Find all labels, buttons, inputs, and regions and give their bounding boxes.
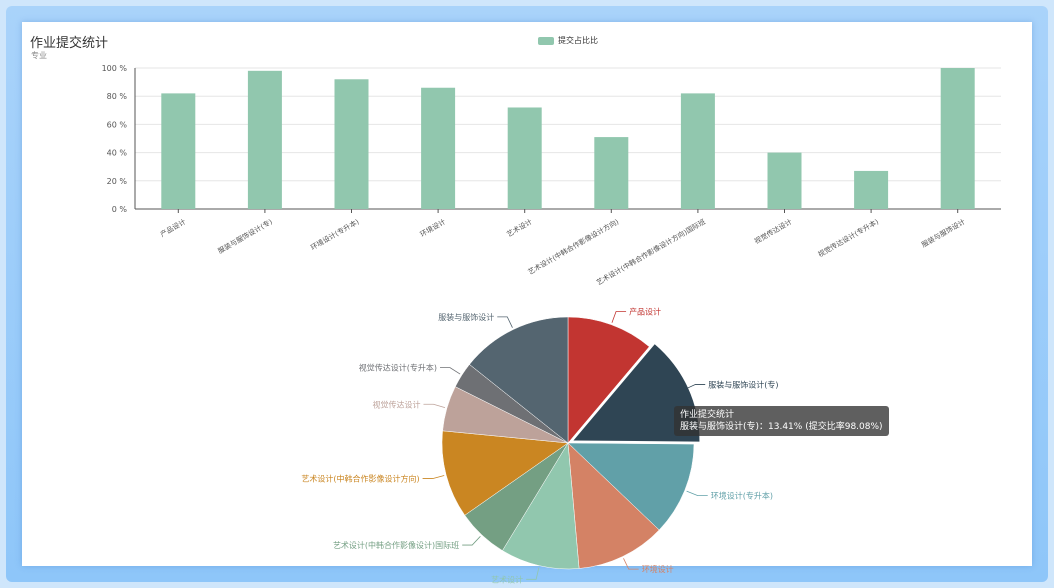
pie-label: 视觉传达设计	[372, 399, 420, 409]
pie-label: 产品设计	[629, 307, 661, 317]
pie-slice[interactable]	[502, 442, 580, 570]
y-tick-label: 20 %	[107, 177, 128, 186]
pie-label-line	[423, 403, 446, 408]
pie-label: 环境设计(专升本)	[711, 491, 773, 501]
bar[interactable]	[594, 137, 629, 209]
bar[interactable]	[680, 93, 715, 209]
pie-slice[interactable]	[573, 344, 700, 442]
pie-label: 环境设计	[642, 564, 674, 574]
bar[interactable]	[767, 152, 802, 209]
pie-label: 艺术设计(中韩合作影像设计)国际班	[333, 540, 459, 550]
pie-tooltip: 作业提交统计 服装与服饰设计(专)：13.41% (提交比率98.08%)	[674, 406, 889, 436]
legend-swatch	[538, 36, 554, 45]
pie-label-line	[684, 384, 706, 390]
pie-slice[interactable]	[567, 442, 660, 569]
pie-label: 服装与服饰设计(专)	[708, 380, 778, 390]
y-tick-label: 60 %	[107, 120, 128, 129]
pie-label-line	[611, 311, 627, 323]
pie-label-line	[526, 567, 540, 580]
page-title: 作业提交统计	[30, 36, 109, 51]
y-tick-label: 40 %	[107, 149, 128, 158]
y-tick-label: 0 %	[112, 205, 128, 214]
pie-label-line	[497, 316, 513, 328]
pie-label: 艺术设计	[491, 574, 523, 584]
pie-label-line	[623, 558, 639, 570]
pie-label-line	[422, 475, 445, 479]
pie-slice[interactable]	[441, 430, 569, 516]
bar[interactable]	[334, 79, 369, 209]
bar[interactable]	[507, 107, 542, 209]
x-tick-label: 产品设计	[159, 217, 188, 239]
x-tick-label: 视觉传达设计	[753, 217, 794, 246]
tooltip-title: 作业提交统计	[680, 410, 735, 420]
y-tick-label: 80 %	[107, 92, 128, 101]
bar[interactable]	[247, 70, 282, 209]
x-tick-label: 服装与服饰设计	[920, 217, 967, 249]
pie-slice[interactable]	[469, 316, 569, 444]
x-tick-label: 艺术设计(中韩合作影像设计方向)	[526, 217, 620, 277]
pie-label: 艺术设计(中韩合作影像设计方向)	[301, 474, 419, 484]
pie-slice[interactable]	[567, 442, 695, 531]
legend-label: 提交占比比	[558, 36, 598, 45]
bar[interactable]	[161, 93, 196, 209]
tooltip-line: 服装与服饰设计(专)：13.41% (提交比率98.08%)	[680, 422, 883, 432]
page-subtitle: 专业	[31, 51, 47, 60]
bar[interactable]	[854, 170, 889, 209]
pie-label-line	[686, 490, 708, 497]
bar[interactable]	[940, 68, 975, 209]
x-tick-label: 服装与服饰设计(专)	[216, 217, 274, 256]
pie-label-line	[440, 367, 461, 375]
pie-label-line	[462, 536, 481, 546]
x-tick-label: 环境设计	[418, 217, 447, 239]
y-tick-label: 100 %	[102, 64, 128, 73]
bar[interactable]	[421, 87, 456, 209]
pie-label: 视觉传达设计(专升本)	[359, 363, 437, 373]
x-tick-label: 环境设计(专升本)	[309, 217, 361, 252]
x-tick-label: 艺术设计	[505, 217, 534, 239]
pie-label: 服装与服饰设计	[438, 312, 494, 322]
bar-legend[interactable]: 提交占比比	[538, 35, 598, 46]
x-tick-label: 视觉传达设计(专升本)	[816, 217, 880, 259]
pie-slice[interactable]	[567, 316, 650, 444]
